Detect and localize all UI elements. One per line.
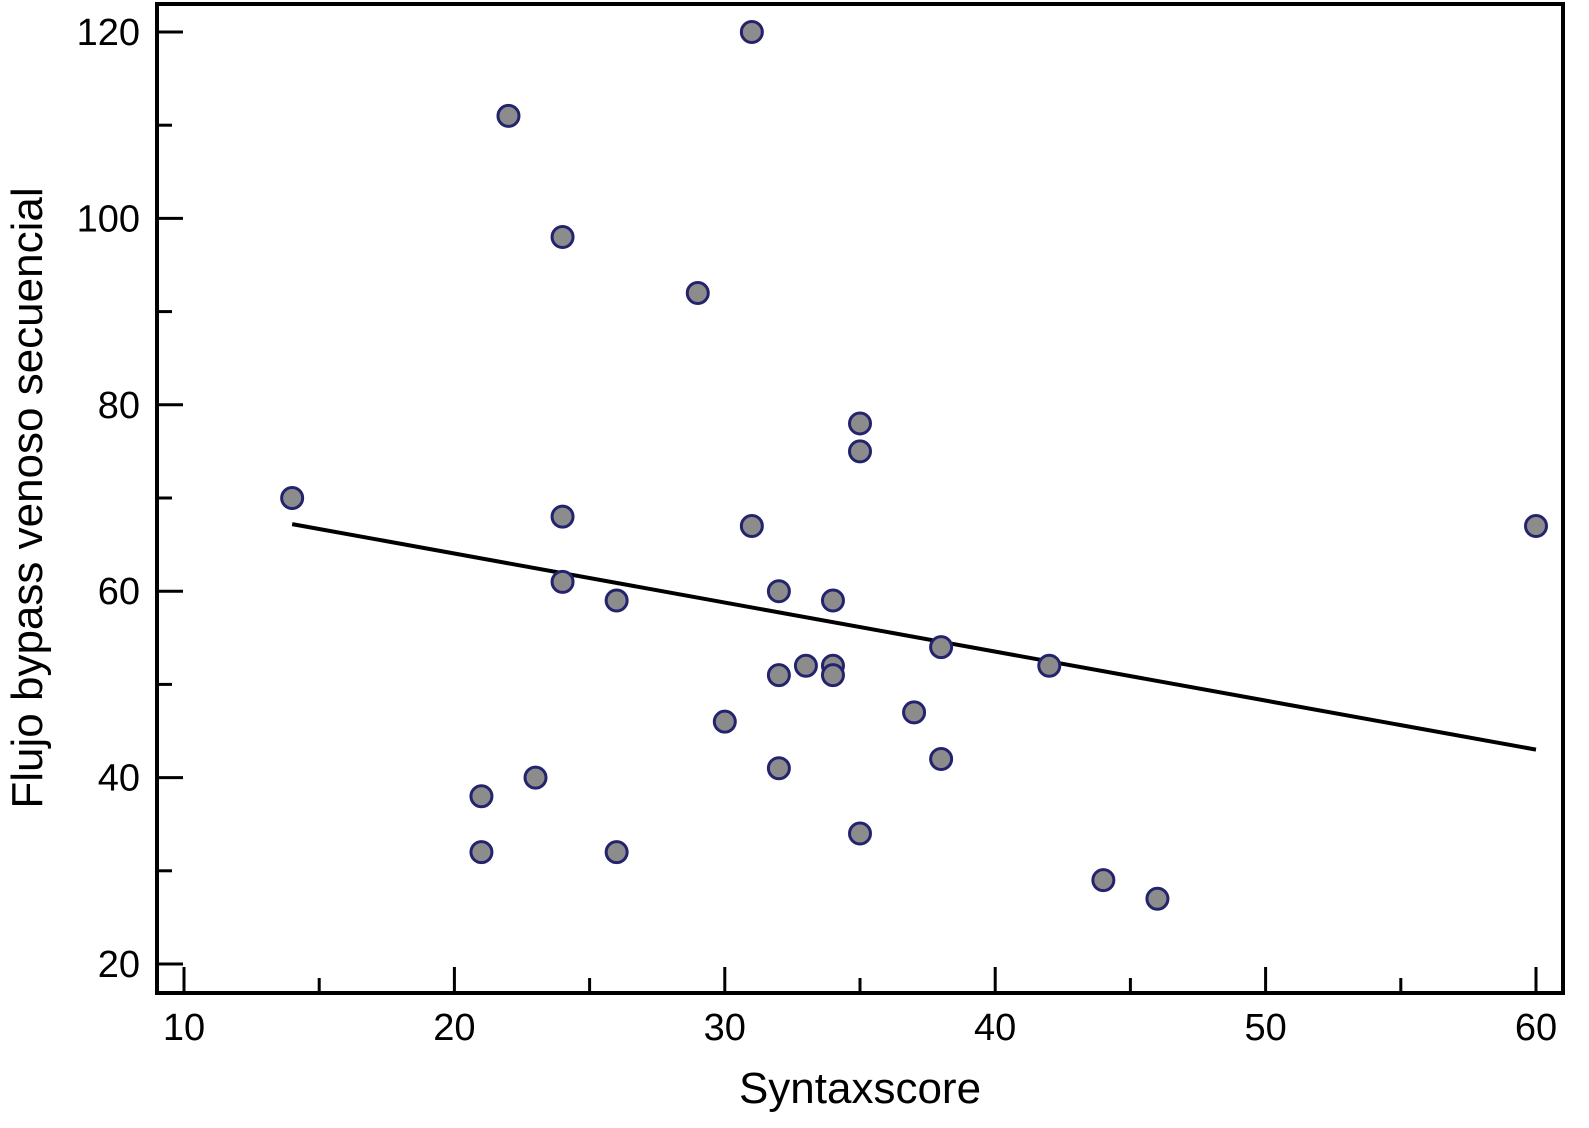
data-point	[820, 663, 845, 688]
data-point	[550, 504, 575, 529]
data-point	[929, 635, 954, 660]
x-tick-label: 20	[433, 1007, 475, 1049]
y-tick-label: 40	[98, 758, 140, 800]
data-point	[712, 709, 737, 734]
y-tick-label: 20	[98, 944, 140, 986]
data-point	[523, 765, 548, 790]
data-point	[820, 588, 845, 613]
regression-line-group	[291, 522, 1537, 752]
y-tick-label: 80	[98, 385, 140, 427]
data-point	[496, 103, 521, 128]
x-tick-label: 60	[1515, 1007, 1557, 1049]
data-point	[766, 579, 791, 604]
data-point	[766, 756, 791, 781]
y-tick-label: 100	[77, 198, 140, 240]
y-tick-label: 60	[98, 571, 140, 613]
y-tick-label: 120	[77, 12, 140, 54]
regression-line	[291, 522, 1537, 752]
data-point	[929, 746, 954, 771]
x-tick-label: 30	[704, 1007, 746, 1049]
data-point	[469, 784, 494, 809]
data-points	[280, 20, 1548, 911]
data-point	[848, 439, 872, 464]
data-point	[685, 280, 710, 305]
data-point	[604, 840, 629, 865]
data-point	[902, 700, 927, 725]
data-point	[848, 821, 872, 846]
axis-ticks: 10 20 30 40 50 60 20 40 60 80 100 120	[77, 12, 1558, 1049]
data-point	[1524, 513, 1548, 538]
x-tick-label: 50	[1244, 1007, 1286, 1049]
data-point	[1037, 653, 1062, 678]
data-point	[550, 569, 575, 594]
data-point	[766, 663, 791, 688]
data-point	[604, 588, 629, 613]
data-point	[469, 840, 494, 865]
x-tick-label: 10	[163, 1007, 205, 1049]
x-tick-label: 40	[974, 1007, 1016, 1049]
x-axis-title: Syntaxscore	[739, 1064, 981, 1113]
data-point	[848, 411, 872, 436]
y-axis-title: Flujo bypass venoso secuencial	[3, 187, 52, 808]
data-point	[793, 653, 818, 678]
data-point	[280, 486, 305, 510]
data-point	[739, 20, 764, 44]
data-point	[1145, 886, 1170, 911]
data-point	[550, 225, 575, 250]
data-point	[1091, 868, 1116, 893]
data-point	[739, 513, 764, 538]
